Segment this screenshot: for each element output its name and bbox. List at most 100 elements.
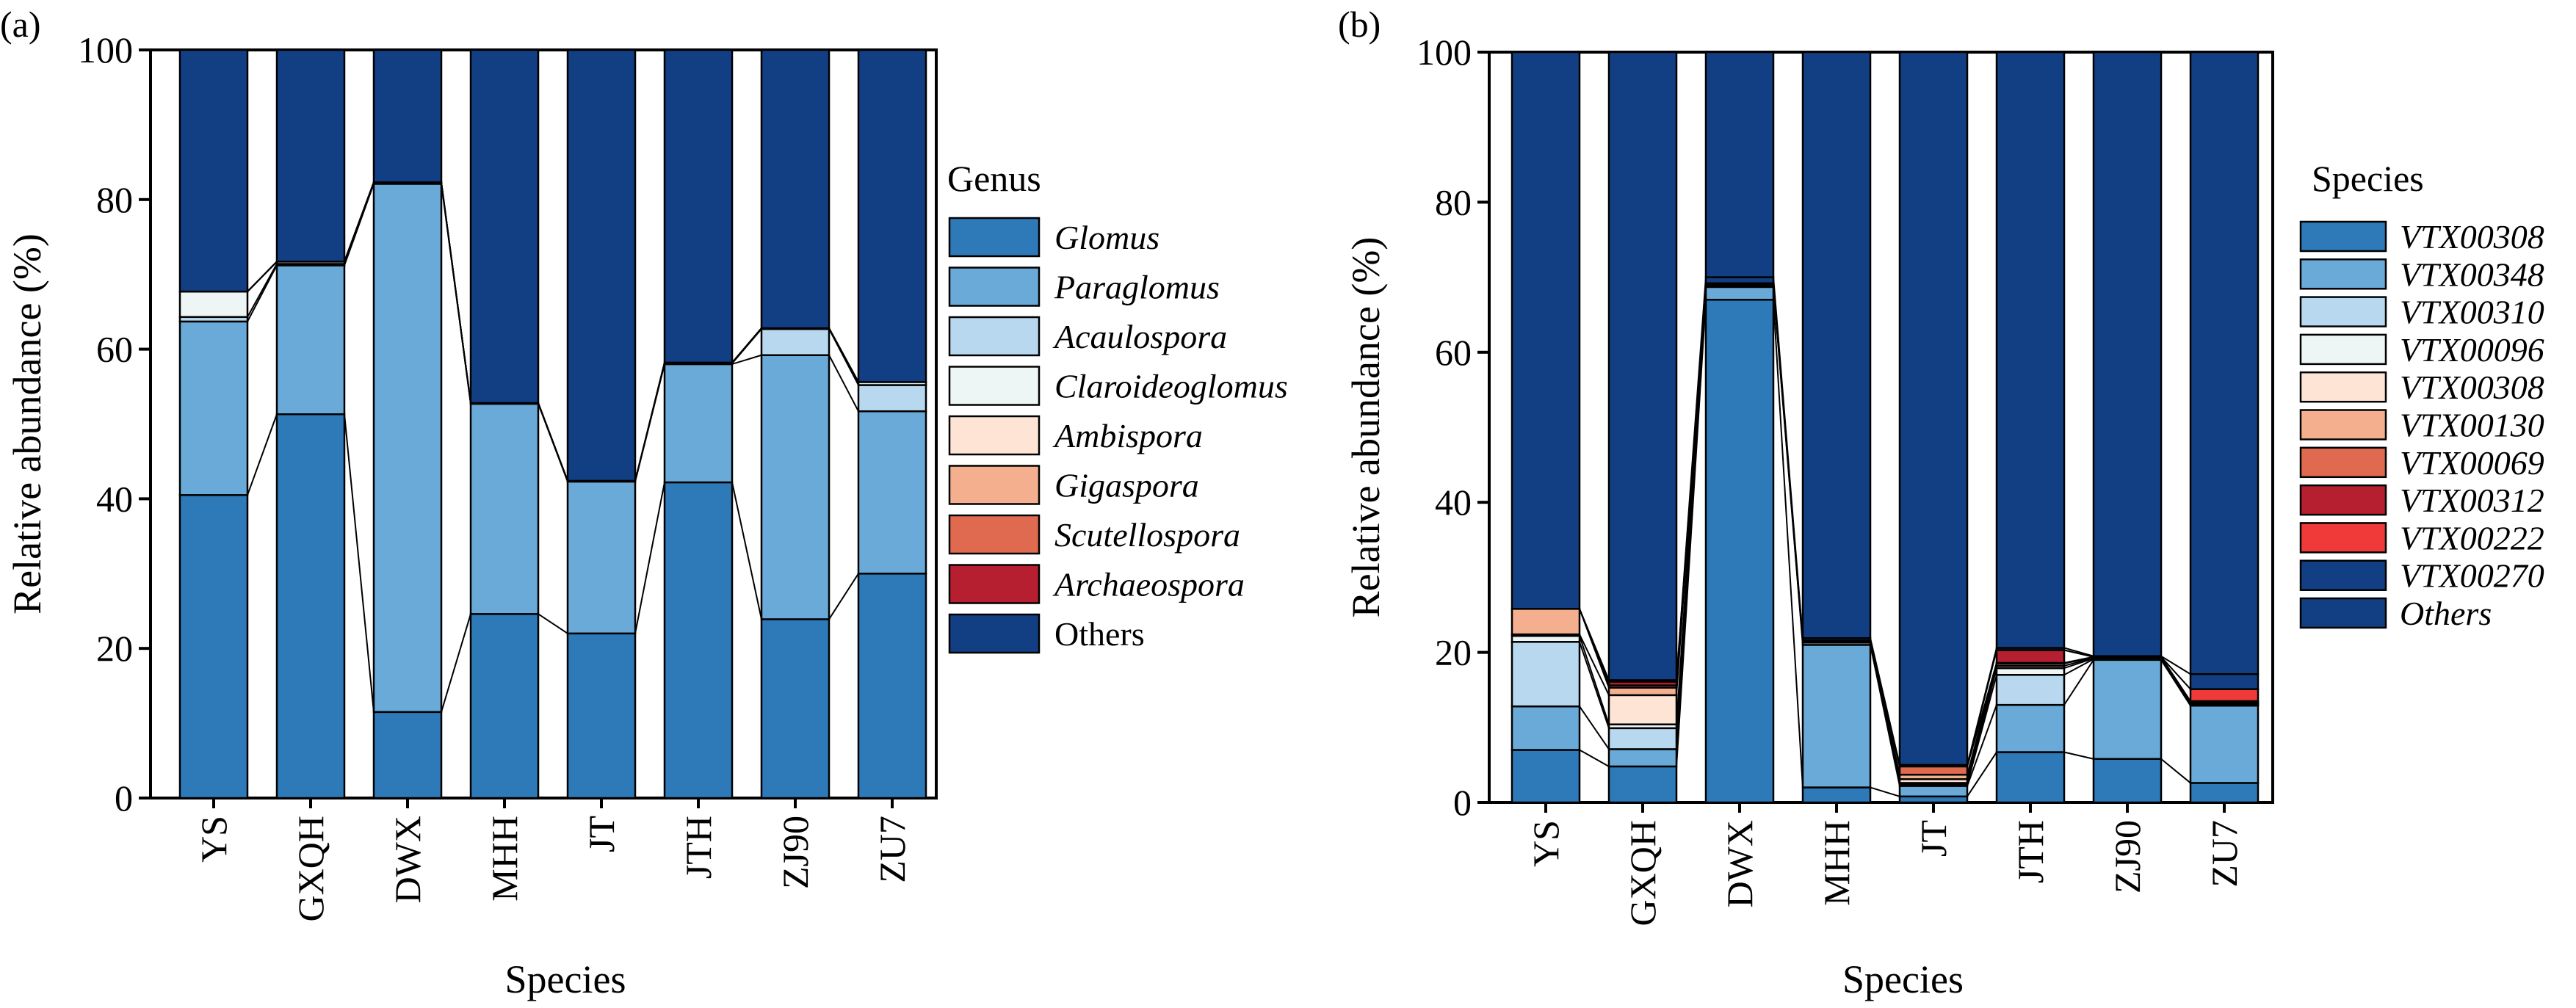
bar-segment-ys-2 [178, 320, 249, 496]
bar-segment-jth-4 [1995, 667, 2066, 676]
connector-line [1967, 751, 1997, 797]
connector-line [2063, 649, 2094, 658]
x-tick-label-jt: JT [1913, 820, 1954, 857]
bars [1510, 51, 2260, 804]
bar-segment-dwx-11 [1704, 51, 1775, 278]
connector-line [1579, 749, 1610, 767]
x-tick-label-ys: YS [193, 816, 234, 863]
connector-line [2063, 656, 2094, 667]
bar-segment-dwx-1 [372, 711, 443, 799]
x-tick-label-mhh: MHH [1816, 820, 1857, 906]
x-axis-title: Species [505, 957, 626, 1001]
bar-segment-jth-9 [663, 48, 734, 364]
connector-line [731, 482, 762, 620]
connector-line [2160, 656, 2191, 702]
bar-segment-zj90-9 [760, 48, 831, 330]
bar-segment-dwx-2 [372, 183, 443, 714]
legend-label-vtx00270: VTX00270 [2400, 557, 2544, 595]
legend-swatch-paraglomus [948, 266, 1041, 307]
bar-segment-ys-1 [1510, 749, 1581, 804]
legend-title-b: Species [2312, 158, 2424, 199]
bar-segment-dwx-9 [372, 48, 443, 184]
legend-swatch-vtx00222 [2299, 522, 2387, 554]
bar-segment-dwx-2 [1704, 286, 1775, 301]
bar-segment-ys-4 [178, 290, 249, 319]
bar-segment-zj90-11 [2092, 51, 2163, 657]
y-tick-label-60: 60 [96, 329, 133, 370]
bar-segment-mhh-2 [469, 402, 540, 615]
bar-segment-dwx-1 [1704, 299, 1775, 804]
connector-line [1870, 786, 1900, 797]
bar-segment-ys-9 [178, 48, 249, 293]
legend-label-vtx00348: VTX00348 [2400, 255, 2544, 293]
y-tick-label-60: 60 [1435, 332, 1472, 373]
bar-segment-zu7-2 [857, 410, 927, 575]
connector-line [828, 573, 859, 620]
bar-segment-jt-9 [566, 48, 637, 482]
plot-frame [1488, 51, 2274, 804]
bar-segment-gxqh-6 [1607, 686, 1678, 697]
connector-line [2063, 751, 2094, 760]
x-tick-label-ys: YS [1525, 820, 1566, 867]
y-tick-label-100: 100 [1417, 32, 1472, 73]
legend-label-claroideoglomus: Claroideoglomus [1054, 368, 1288, 405]
y-tick-label-40: 40 [96, 478, 133, 519]
bar-segment-zj90-3 [760, 327, 831, 357]
connector-line [634, 482, 665, 634]
x-tick-label-jth: JTH [2010, 820, 2051, 883]
connector-line [1773, 300, 1803, 788]
x-tick-label-zj90: ZJ90 [775, 816, 816, 889]
legend-swatch-claroideoglomus [948, 366, 1041, 406]
bar-segment-mhh-1 [469, 613, 540, 799]
connector-line [2063, 657, 2094, 670]
bar-segment-ys-11 [1510, 51, 1581, 610]
legend-swatch-scutellospora [948, 514, 1041, 555]
bar-segment-zu7-3 [857, 384, 927, 413]
bar-segment-ys-1 [178, 494, 249, 799]
connector-lines [1579, 277, 2191, 797]
connector-line [538, 402, 568, 482]
bar-segment-zu7-11 [2189, 51, 2260, 675]
bar-segment-mhh-1 [1801, 786, 1872, 804]
y-tick-label-40: 40 [1435, 482, 1472, 523]
bar-segment-gxqh-9 [275, 48, 346, 263]
legend-swatch-vtx00069 [2299, 446, 2387, 479]
legend-label-scutellospora: Scutellospora [1054, 516, 1240, 554]
bar-segment-mhh-11 [1801, 51, 1872, 639]
y-tick-label-80: 80 [96, 179, 133, 220]
connector-line [441, 614, 471, 713]
bar-segment-gxqh-3 [1607, 727, 1678, 750]
legend-swatch-vtx00312 [2299, 484, 2387, 516]
y-axis-title: Relative abundance (%) [5, 233, 49, 614]
x-tick-label-gxqh: GXQH [290, 816, 331, 921]
connector-line [1967, 648, 1997, 766]
x-tick-label-dwx: DWX [387, 816, 428, 903]
connector-line [2063, 647, 2094, 657]
connector-line [634, 362, 665, 482]
bar-segment-jth-2 [663, 363, 734, 484]
bar-segment-jth-11 [1995, 51, 2066, 649]
bar-segment-zu7-9 [857, 48, 927, 383]
legend-label-vtx00310: VTX00310 [2400, 294, 2544, 331]
connector-line [2063, 656, 2094, 664]
bar-segment-gxqh-1 [1607, 765, 1678, 804]
legend-swatch-vtx00348 [2299, 258, 2387, 290]
bar-segment-jth-1 [1995, 751, 2066, 804]
bar-segment-gxqh-1 [275, 413, 346, 799]
connector-line [1676, 277, 1707, 681]
connector-line [538, 613, 568, 634]
legend-swatch-acaulospora [948, 316, 1041, 357]
bar-segment-zu7-10 [2189, 672, 2260, 690]
connector-line [2160, 655, 2191, 675]
bar-segment-jth-2 [1995, 703, 2066, 753]
x-axis-title: Species [1842, 957, 1964, 1001]
legend-swatch-vtx00096 [2299, 333, 2387, 366]
connector-line [1579, 641, 1610, 729]
y-axis-title: Relative abundance (%) [1344, 237, 1388, 618]
bar-segment-jth-3 [1995, 674, 2066, 706]
legend-label-paraglomus: Paraglomus [1054, 269, 1220, 306]
bar-segment-zu7-1 [857, 573, 927, 799]
y-tick-label-80: 80 [1435, 181, 1472, 222]
connector-line [1579, 706, 1610, 750]
connector-line [2160, 758, 2191, 784]
